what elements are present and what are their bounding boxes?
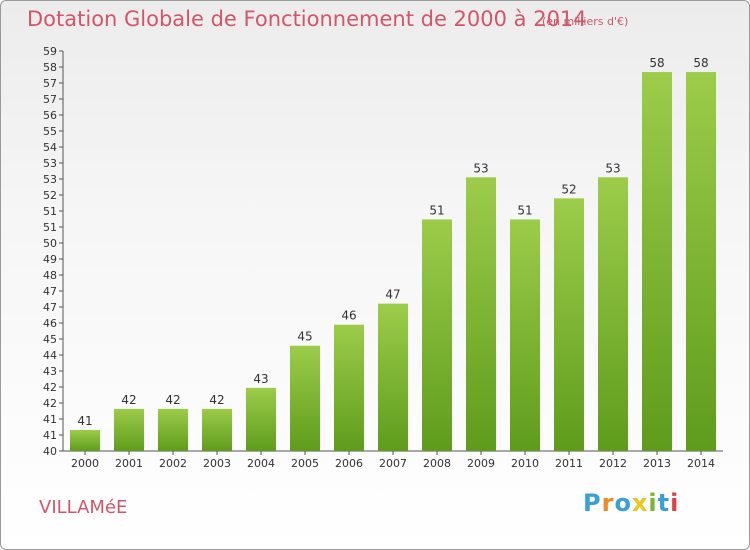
bar-value-label: 42 [165, 393, 180, 407]
x-tick-label: 2011 [555, 457, 583, 470]
y-tick-label: 47 [43, 301, 57, 314]
bar-value-label: 53 [473, 161, 488, 175]
bar [686, 72, 716, 451]
y-tick-label: 55 [43, 125, 57, 138]
bar-value-label: 58 [693, 56, 708, 70]
x-tick-label: 2012 [599, 457, 627, 470]
x-tick-label: 2013 [643, 457, 671, 470]
chart-title: Dotation Globale de Fonctionnement de 20… [27, 7, 587, 31]
chart-subtitle: (en milliers d'€) [542, 15, 629, 28]
bar-value-label: 46 [341, 309, 356, 323]
x-tick-label: 2005 [291, 457, 319, 470]
x-tick-label: 2004 [247, 457, 275, 470]
bar [642, 72, 672, 451]
y-tick-label: 41 [43, 429, 57, 442]
y-tick-label: 54 [43, 141, 57, 154]
y-tick-label: 58 [43, 61, 57, 74]
bar [598, 177, 628, 451]
bar [422, 219, 452, 451]
logo-letter: t [657, 489, 671, 517]
y-tick-label: 53 [43, 173, 57, 186]
y-tick-label: 48 [43, 269, 57, 282]
bar [466, 177, 496, 451]
y-tick-label: 43 [43, 365, 57, 378]
logo-letter: i [648, 489, 658, 517]
y-tick-label: 59 [43, 45, 57, 58]
bar-value-label: 41 [77, 414, 92, 428]
commune-name: VILLAMéE [39, 497, 128, 518]
y-tick-label: 47 [43, 285, 57, 298]
bar-value-label: 45 [297, 330, 312, 344]
bar [202, 408, 232, 451]
bar [554, 198, 584, 451]
bar-value-label: 53 [605, 161, 620, 175]
bar-value-label: 58 [649, 56, 664, 70]
bar [334, 324, 364, 451]
y-tick-label: 42 [43, 381, 57, 394]
bar [378, 303, 408, 451]
y-tick-label: 40 [43, 445, 57, 458]
x-tick-label: 2010 [511, 457, 539, 470]
logo-letter: i [670, 489, 680, 517]
x-tick-label: 2002 [159, 457, 187, 470]
y-tick-label: 41 [43, 413, 57, 426]
y-tick-label: 51 [43, 205, 57, 218]
y-tick-label: 45 [43, 333, 57, 346]
bar [70, 429, 100, 451]
bar-value-label: 42 [209, 393, 224, 407]
y-tick-label: 53 [43, 157, 57, 170]
bar-value-label: 51 [517, 203, 532, 217]
bar [158, 408, 188, 451]
x-tick-label: 2006 [335, 457, 363, 470]
x-tick-label: 2014 [687, 457, 715, 470]
y-tick-label: 44 [43, 349, 57, 362]
x-tick-label: 2001 [115, 457, 143, 470]
bar-value-label: 52 [561, 182, 576, 196]
x-tick-label: 2003 [203, 457, 231, 470]
x-tick-label: 2000 [71, 457, 99, 470]
x-tick-label: 2008 [423, 457, 451, 470]
bar-value-label: 43 [253, 372, 268, 386]
y-tick-label: 57 [43, 77, 57, 90]
y-tick-label: 56 [43, 109, 57, 122]
bar-value-label: 51 [429, 203, 444, 217]
x-tick-label: 2009 [467, 457, 495, 470]
y-tick-label: 51 [43, 221, 57, 234]
bar-value-label: 47 [385, 288, 400, 302]
y-tick-label: 42 [43, 397, 57, 410]
y-tick-label: 57 [43, 93, 57, 106]
x-tick-label: 2007 [379, 457, 407, 470]
bar [114, 408, 144, 451]
bar [510, 219, 540, 451]
bar-value-label: 42 [121, 393, 136, 407]
y-tick-label: 52 [43, 189, 57, 202]
logo-letter: r [601, 489, 615, 517]
y-tick-label: 46 [43, 317, 57, 330]
logo-letter: P [583, 489, 602, 517]
proxiti-logo[interactable]: Proxiti [583, 489, 679, 517]
logo-letter: x [631, 489, 649, 517]
bar [246, 387, 276, 451]
y-tick-label: 49 [43, 253, 57, 266]
bar [290, 345, 320, 451]
logo-letter: o [614, 489, 632, 517]
y-tick-label: 50 [43, 237, 57, 250]
